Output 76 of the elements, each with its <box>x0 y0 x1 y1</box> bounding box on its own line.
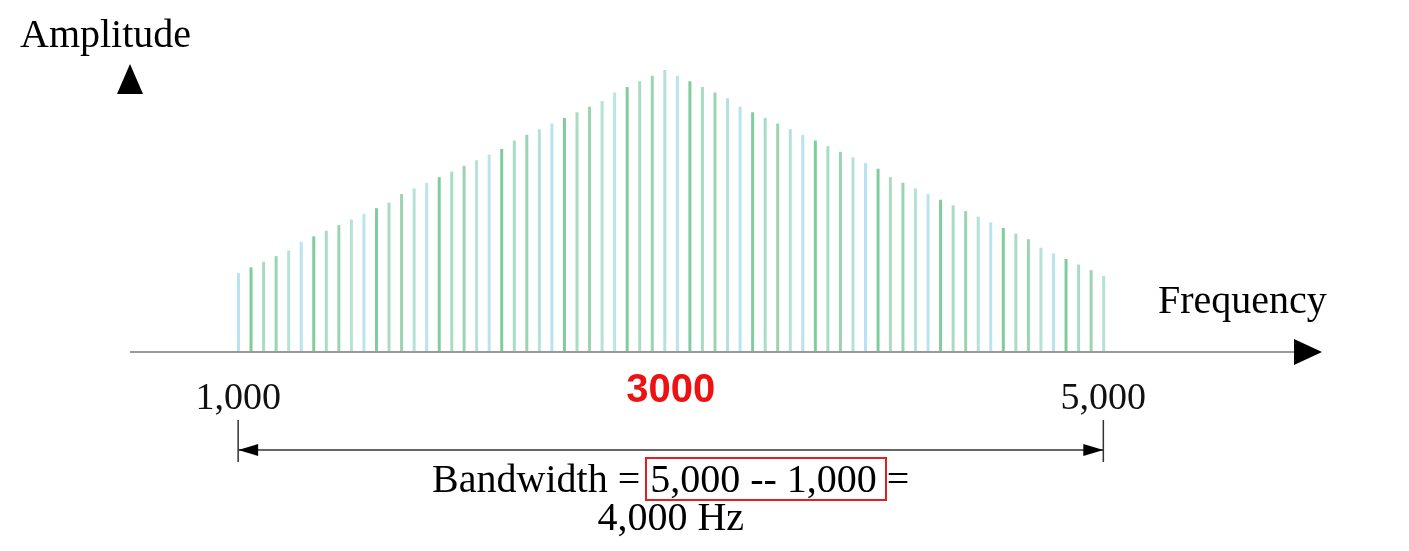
bar <box>312 236 316 352</box>
bar <box>262 261 266 352</box>
bar <box>613 92 617 352</box>
text: 3000 <box>625 366 717 411</box>
bar <box>738 106 742 352</box>
bar <box>838 151 842 352</box>
bar <box>801 134 805 352</box>
bar <box>512 140 516 352</box>
bar <box>500 148 504 352</box>
bar <box>926 194 930 352</box>
bar <box>951 205 955 352</box>
bar <box>989 222 993 352</box>
bar <box>864 163 868 352</box>
bar <box>437 177 441 352</box>
bar <box>625 86 629 352</box>
bar <box>1026 239 1030 352</box>
bar <box>713 92 717 352</box>
bar <box>349 219 353 352</box>
bar <box>913 188 917 352</box>
bar <box>600 101 604 352</box>
bar <box>851 157 855 352</box>
bar <box>675 75 679 352</box>
bar <box>901 182 905 352</box>
bar <box>1039 247 1043 352</box>
bar <box>876 168 880 352</box>
bar <box>776 123 780 352</box>
bar <box>638 81 642 352</box>
bar <box>976 216 980 352</box>
bar <box>1089 270 1093 352</box>
bar <box>525 134 529 352</box>
bar <box>487 154 491 352</box>
bar <box>751 112 755 352</box>
bar <box>274 256 278 352</box>
bar <box>726 98 730 352</box>
bar <box>324 230 328 352</box>
bar <box>475 160 479 352</box>
bar <box>1001 227 1005 352</box>
bar <box>450 171 454 352</box>
x-tick-label: 5,000 <box>1060 374 1147 417</box>
bar <box>1077 264 1081 352</box>
bar <box>575 112 579 352</box>
bar <box>287 250 291 352</box>
bar <box>562 117 566 352</box>
bar <box>425 182 429 352</box>
bar <box>236 273 240 352</box>
bar <box>888 177 892 352</box>
text: Bandwidth = 5,000 -- 1,000 = 4,000 Hz <box>431 456 911 539</box>
bar <box>400 194 404 352</box>
bar <box>813 140 817 352</box>
bar <box>650 75 654 352</box>
bar <box>462 165 466 352</box>
y-axis-title: Amplitude <box>20 10 192 58</box>
bar <box>550 123 554 352</box>
bar <box>1051 253 1055 352</box>
bar <box>763 117 767 352</box>
bar <box>663 70 667 352</box>
bar <box>1064 258 1068 352</box>
bar <box>1014 233 1018 352</box>
bar <box>537 129 541 352</box>
x-tick-label: 1,000 <box>195 374 281 417</box>
bar <box>299 242 303 352</box>
bar <box>337 225 341 352</box>
bar <box>939 199 943 352</box>
bar <box>588 106 592 352</box>
bar <box>788 129 792 352</box>
x-axis-title: Frequency <box>1158 276 1327 324</box>
bar <box>700 86 704 352</box>
bar <box>387 202 391 352</box>
bar <box>1102 275 1106 352</box>
bar <box>826 146 830 352</box>
bar <box>249 267 253 352</box>
bar <box>688 81 692 352</box>
bar <box>362 213 366 352</box>
bar <box>412 188 416 352</box>
bar <box>374 208 378 352</box>
bar <box>964 211 968 352</box>
